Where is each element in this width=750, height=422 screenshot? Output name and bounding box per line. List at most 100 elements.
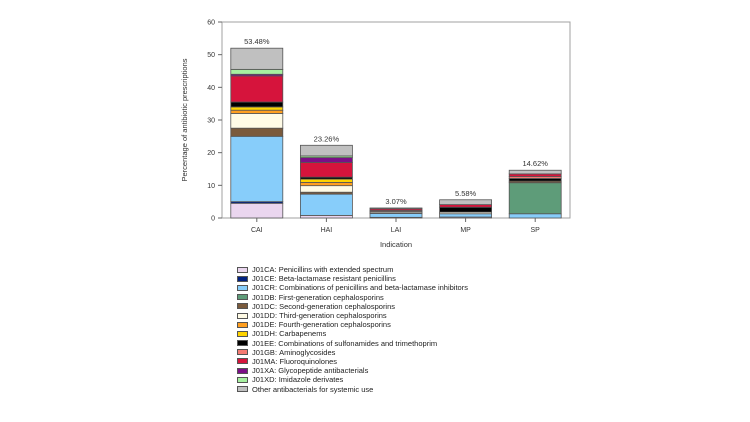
bar-total-label: 23.26% xyxy=(314,134,340,143)
legend-swatch xyxy=(237,312,248,319)
legend-code: J01EE xyxy=(252,338,275,348)
legend-label: Combinations of penicillins and beta-lac… xyxy=(279,283,468,293)
bar-total-label: 3.07% xyxy=(385,197,407,206)
legend-label: Beta-lactamase resistant penicillins xyxy=(278,274,396,284)
x-tick-label: MP xyxy=(460,227,471,234)
legend-swatch xyxy=(237,349,248,356)
legend-item: J01MA: Fluoroquinolones xyxy=(237,357,567,366)
bar-segment-mp-j01ee xyxy=(439,206,493,213)
bar-segment-lai-other xyxy=(369,207,423,210)
bar-total-label: 14.62% xyxy=(522,159,548,168)
legend-label: Third-generation cephalosporins xyxy=(279,311,387,321)
bar-segment-hai-j01dd xyxy=(299,185,353,193)
legend-item: J01DC: Second-generation cephalosporins xyxy=(237,302,567,311)
legend-swatch xyxy=(237,266,248,273)
legend-label: Second-generation cephalosporins xyxy=(279,301,396,311)
legend-label: Fluoroquinolones xyxy=(279,356,338,366)
bar-segment-cai-j01cr xyxy=(230,135,284,203)
legend-code: J01MA xyxy=(252,356,276,366)
legend-item: J01XD: Imidazole derivates xyxy=(237,375,567,384)
y-tick-label: 30 xyxy=(207,118,215,125)
legend-code: J01CE xyxy=(252,274,275,284)
x-tick-label: LAI xyxy=(391,227,402,234)
bar-total-label: 5.58% xyxy=(455,189,477,198)
legend-item: J01GB: Aminoglycosides xyxy=(237,348,567,357)
legend-swatch xyxy=(237,376,248,383)
legend-code: J01XD xyxy=(252,375,275,385)
legend-label: Fourth-generation cephalosporins xyxy=(278,320,391,330)
x-tick-label: HAI xyxy=(321,227,333,234)
legend-label: Aminoglycosides xyxy=(279,347,336,357)
y-tick-label: 40 xyxy=(207,85,215,92)
bar-segment-hai-j01ma xyxy=(299,162,353,178)
legend-item: J01CA: Penicillins with extended spectru… xyxy=(237,265,567,274)
legend-swatch xyxy=(237,358,248,365)
bar-segment-hai-j01cr xyxy=(299,193,353,216)
bar-segment-sp-j01db xyxy=(508,182,562,215)
x-axis-title: Indication xyxy=(380,240,412,249)
x-tick-label: SP xyxy=(531,227,541,234)
bar-segment-cai-j01de xyxy=(230,109,284,114)
legend-label: First-generation cephalosporins xyxy=(278,292,384,302)
legend-code: J01DD xyxy=(252,311,275,321)
y-tick-label: 0 xyxy=(211,216,215,223)
x-tick-label: CAI xyxy=(251,227,263,234)
legend-code: J01DE xyxy=(252,320,275,330)
y-tick-label: 20 xyxy=(207,150,215,157)
legend-item: J01DE: Fourth-generation cephalosporins xyxy=(237,320,567,329)
bar-segment-cai-j01dh xyxy=(230,106,284,111)
bar-segment-hai-j01dh xyxy=(299,178,353,183)
legend-label: Penicillins with extended spectrum xyxy=(278,265,394,275)
legend-code: J01DH xyxy=(252,329,275,339)
legend-swatch xyxy=(237,386,248,393)
bar-segment-sp-other xyxy=(508,169,562,175)
legend-item: J01CR: Combinations of penicillins and b… xyxy=(237,283,567,292)
legend-label: Imidazole derivates xyxy=(278,375,344,385)
legend-swatch xyxy=(237,367,248,374)
bar-segment-cai-other xyxy=(230,47,284,70)
bar-segment-cai-j01ca xyxy=(230,202,284,219)
legend-code: J01GB xyxy=(252,347,275,357)
legend-item: J01XA: Glycopeptide antibacterials xyxy=(237,366,567,375)
legend-label: Other antibacterials for systemic use xyxy=(252,384,374,394)
legend-label: Combinations of sulfonamides and trimeth… xyxy=(278,338,438,348)
legend-label: Glycopeptide antibacterials xyxy=(278,366,369,376)
bar-segment-lai-j01cr xyxy=(369,213,423,218)
y-axis-title: Percentage of antibiotic prescriptions xyxy=(180,58,189,181)
bar-segment-cai-j01dc xyxy=(230,127,284,137)
legend-code: J01DC xyxy=(252,301,275,311)
legend-swatch xyxy=(237,330,248,337)
legend-item: J01DD: Third-generation cephalosporins xyxy=(237,311,567,320)
y-tick-label: 50 xyxy=(207,52,215,59)
legend-swatch xyxy=(237,303,248,310)
bar-segment-mp-j01cr xyxy=(439,213,493,218)
y-tick-label: 60 xyxy=(207,20,215,27)
legend: J01CA: Penicillins with extended spectru… xyxy=(237,265,567,394)
bar-segment-cai-j01ee xyxy=(230,101,284,108)
legend-item: J01DH: Carbapenems xyxy=(237,329,567,338)
legend-code: J01DB xyxy=(252,292,275,302)
legend-swatch xyxy=(237,294,248,301)
legend-item: Other antibacterials for systemic use xyxy=(237,384,567,394)
bar-segment-hai-other xyxy=(299,144,353,157)
legend-code: J01XA xyxy=(252,366,275,376)
legend-item: J01EE: Combinations of sulfonamides and … xyxy=(237,339,567,348)
y-tick-label: 10 xyxy=(207,183,215,190)
legend-item: J01CE: Beta-lactamase resistant penicill… xyxy=(237,274,567,283)
legend-swatch xyxy=(237,340,248,347)
legend-label: Carbapenems xyxy=(279,329,327,339)
legend-code: J01CR xyxy=(252,283,275,293)
legend-code: J01CA xyxy=(252,265,275,275)
bar-segment-cai-j01xd xyxy=(230,68,284,75)
legend-swatch xyxy=(237,284,248,291)
legend-swatch xyxy=(237,321,248,328)
bar-segment-mp-other xyxy=(439,199,493,206)
legend-swatch xyxy=(237,275,248,282)
bar-segment-cai-j01dd xyxy=(230,113,284,129)
bar-total-label: 53.48% xyxy=(244,37,270,46)
bar-segment-hai-j01de xyxy=(299,181,353,187)
legend-item: J01DB: First-generation cephalosporins xyxy=(237,293,567,302)
bar-segment-hai-j01xa xyxy=(299,157,353,163)
